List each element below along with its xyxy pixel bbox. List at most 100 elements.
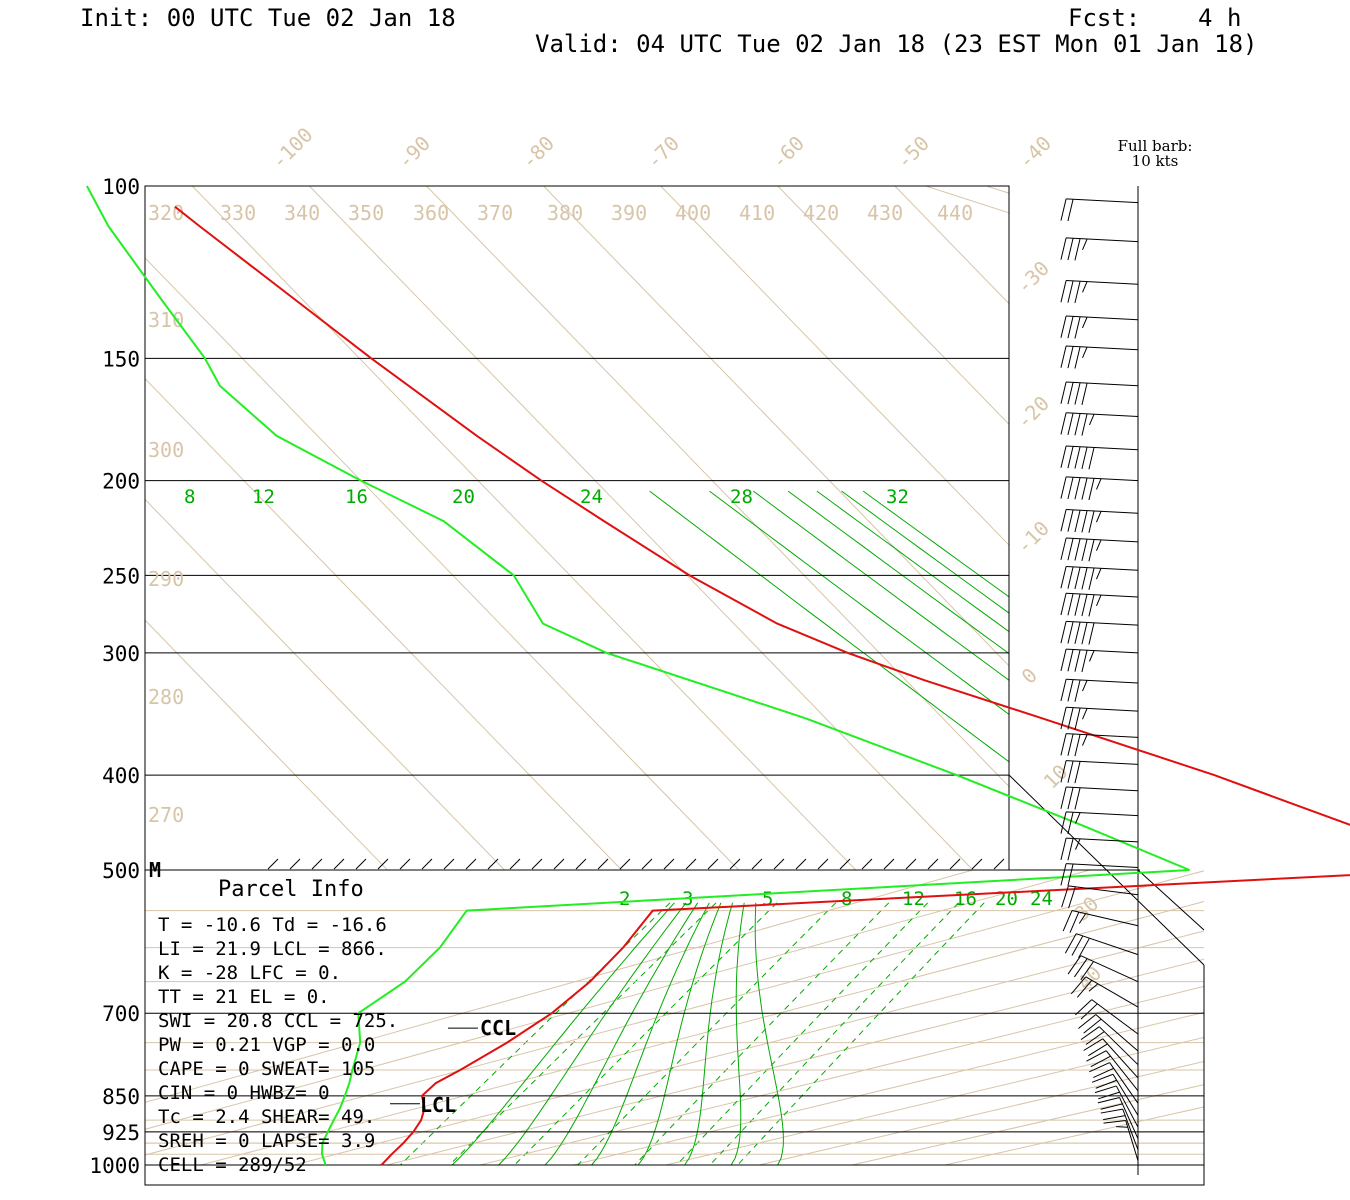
- mixing-ratio-line: [787, 490, 1009, 655]
- parcel-info-title: Parcel Info: [218, 877, 364, 902]
- wind-barb: [1094, 1085, 1139, 1128]
- wind-barb: [1078, 1014, 1139, 1052]
- hash-mark: [355, 858, 367, 870]
- wind-barb: [1060, 279, 1139, 304]
- pressure-tick-label: 850: [102, 1085, 140, 1109]
- barb-feather: [1060, 733, 1067, 756]
- pressure-tick-label: 400: [102, 764, 140, 788]
- barb-shaft: [1105, 1050, 1139, 1092]
- barb-feather: [1074, 593, 1081, 616]
- isotherm-label: 10: [1039, 760, 1073, 794]
- hash-mark: [333, 858, 345, 870]
- wind-barb: [1100, 1108, 1139, 1151]
- barb-feather: [1081, 622, 1088, 645]
- isotherm-line: [758, 1060, 1204, 1166]
- hash-mark: [663, 858, 675, 870]
- hash-mark: [795, 858, 807, 870]
- mixing-ratio-label: 24: [580, 486, 603, 508]
- isotherm-label: -60: [767, 131, 810, 174]
- barb-feather: [1094, 1085, 1117, 1094]
- barb-feather: [1068, 886, 1076, 909]
- barb-feather: [1096, 511, 1102, 523]
- theta-label: 350: [348, 201, 384, 225]
- barb-feather: [1082, 238, 1088, 250]
- hash-mark: [487, 858, 499, 870]
- isotherm-line: [145, 870, 974, 1103]
- mixing-ratio-line: [709, 490, 1009, 715]
- barb-shaft: [1066, 509, 1139, 514]
- isotherm-label: -80: [517, 131, 560, 174]
- barb-feather: [1060, 786, 1067, 809]
- theta-label: 380: [547, 201, 583, 225]
- barb-feather: [1067, 566, 1074, 589]
- barb-feather: [1074, 679, 1081, 702]
- wind-barb: [1060, 381, 1139, 405]
- mixing-ratio-label: 5: [762, 888, 773, 910]
- mixing-ratio-line: [676, 902, 929, 1166]
- barb-shaft: [1066, 537, 1139, 543]
- wind-barb: [1060, 537, 1139, 562]
- barb-shaft: [1085, 976, 1139, 1008]
- barb-shaft: [1068, 885, 1139, 896]
- barb-feather: [1067, 812, 1074, 835]
- lcl-label: LCL: [420, 1093, 456, 1117]
- wind-barb: [1075, 999, 1139, 1035]
- hash-mark: [377, 858, 389, 870]
- barb-feather: [1067, 538, 1074, 561]
- barb-feather: [1060, 566, 1067, 589]
- barb-feather: [1060, 760, 1067, 783]
- barb-feather: [1074, 382, 1081, 405]
- barb-feather: [1097, 1097, 1120, 1104]
- barb-feather: [1060, 237, 1067, 260]
- hash-mark: [531, 858, 543, 870]
- barb-feather: [1060, 537, 1067, 560]
- barb-feather: [1074, 346, 1081, 369]
- barb-feather: [1074, 567, 1081, 590]
- barb-feather: [1074, 734, 1081, 757]
- barb-feather: [1081, 477, 1088, 500]
- barb-feather: [1074, 446, 1081, 469]
- barb-feather: [1082, 346, 1088, 359]
- barb-key-line1: Full barb:: [1117, 137, 1193, 155]
- barb-feather: [1074, 477, 1081, 500]
- barb-feather: [1090, 1055, 1111, 1068]
- wind-barb: [1060, 786, 1139, 810]
- barb-feather: [1075, 999, 1093, 1016]
- barb-shaft: [1091, 999, 1139, 1035]
- barb-shaft: [1119, 1097, 1139, 1139]
- barb-feather: [1060, 838, 1067, 860]
- barb-feather: [1096, 539, 1102, 551]
- barb-shaft: [1066, 345, 1139, 351]
- barb-feather: [1096, 594, 1102, 606]
- theta-label: 310: [148, 308, 184, 332]
- wind-barb: [1062, 910, 1139, 933]
- barb-feather: [1060, 381, 1067, 404]
- barb-feather: [1074, 413, 1081, 436]
- isotherm-label: -70: [642, 131, 685, 174]
- barb-shaft: [1066, 566, 1139, 571]
- barb-feather: [1070, 976, 1087, 995]
- wind-barb: [1060, 620, 1139, 645]
- barb-feather: [1082, 708, 1088, 720]
- barb-feather: [1074, 510, 1081, 533]
- hash-mark: [311, 858, 323, 870]
- barb-feather: [1076, 979, 1093, 998]
- upper-frame: [144, 185, 1010, 871]
- mixing-ratio-label: 28: [730, 486, 753, 508]
- barb-feather: [1067, 733, 1074, 756]
- barb-feather: [1074, 707, 1081, 730]
- marker-m: M: [149, 858, 161, 882]
- barb-feather: [1088, 567, 1095, 590]
- isotherm-line: [851, 1084, 1204, 1166]
- barb-feather: [1074, 649, 1081, 672]
- hash-mark: [575, 858, 587, 870]
- moist-adiabat-line: [754, 902, 784, 1166]
- hash-mark: [773, 858, 785, 870]
- barb-feather: [1060, 445, 1067, 468]
- barb-shaft: [1102, 1038, 1139, 1079]
- wind-barb: [1103, 1120, 1139, 1161]
- barb-feather: [1088, 622, 1095, 645]
- barb-feather: [1081, 382, 1088, 405]
- theta-label: 270: [148, 803, 184, 827]
- barb-shaft: [1080, 955, 1139, 983]
